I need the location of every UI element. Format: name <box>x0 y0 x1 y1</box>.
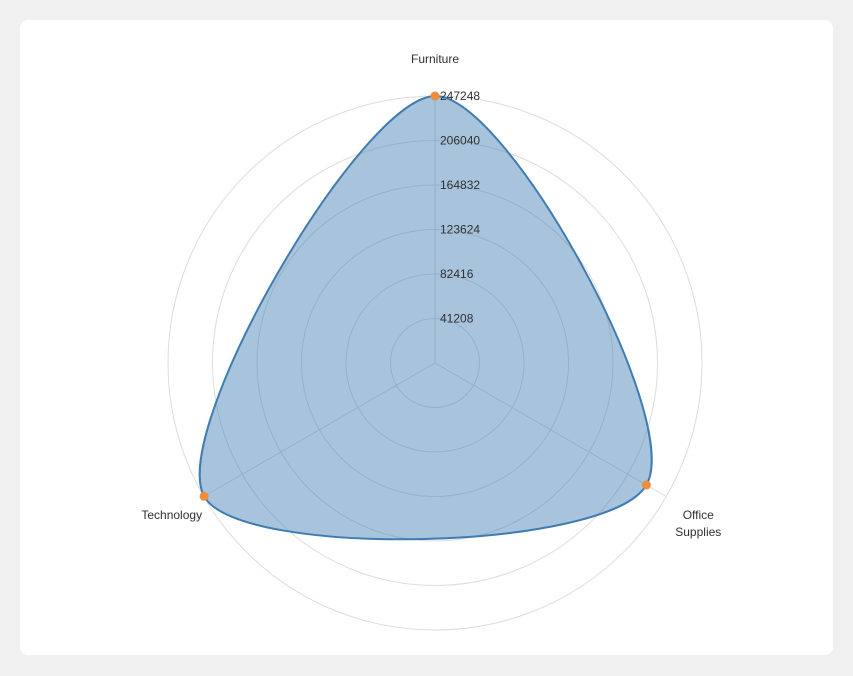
category-label-furniture: Furniture <box>411 52 459 66</box>
tick-label: 82416 <box>440 267 474 281</box>
tick-label: 123624 <box>440 223 480 237</box>
tick-label: 164832 <box>440 178 480 192</box>
radar-chart: 41208 82416 123624 164832 206040 247248 Furnit… <box>141 52 721 631</box>
tick-label: 41208 <box>440 312 474 326</box>
tick-label: 247248 <box>440 89 480 103</box>
category-label-office-supplies: Supplies <box>675 525 721 539</box>
data-point-office-supplies[interactable] <box>641 480 651 490</box>
tick-label: 206040 <box>440 134 480 148</box>
axis-line-technology <box>203 362 436 497</box>
data-point-technology[interactable] <box>199 491 209 501</box>
chart-card: 41208 82416 123624 164832 206040 247248 Furnit… <box>20 20 833 655</box>
axis-line-office-supplies <box>434 362 667 497</box>
category-label-office-supplies: Office <box>683 508 714 522</box>
radar-area <box>198 94 653 541</box>
category-label-technology: Technology <box>141 508 202 522</box>
data-point-furniture[interactable] <box>430 91 440 101</box>
